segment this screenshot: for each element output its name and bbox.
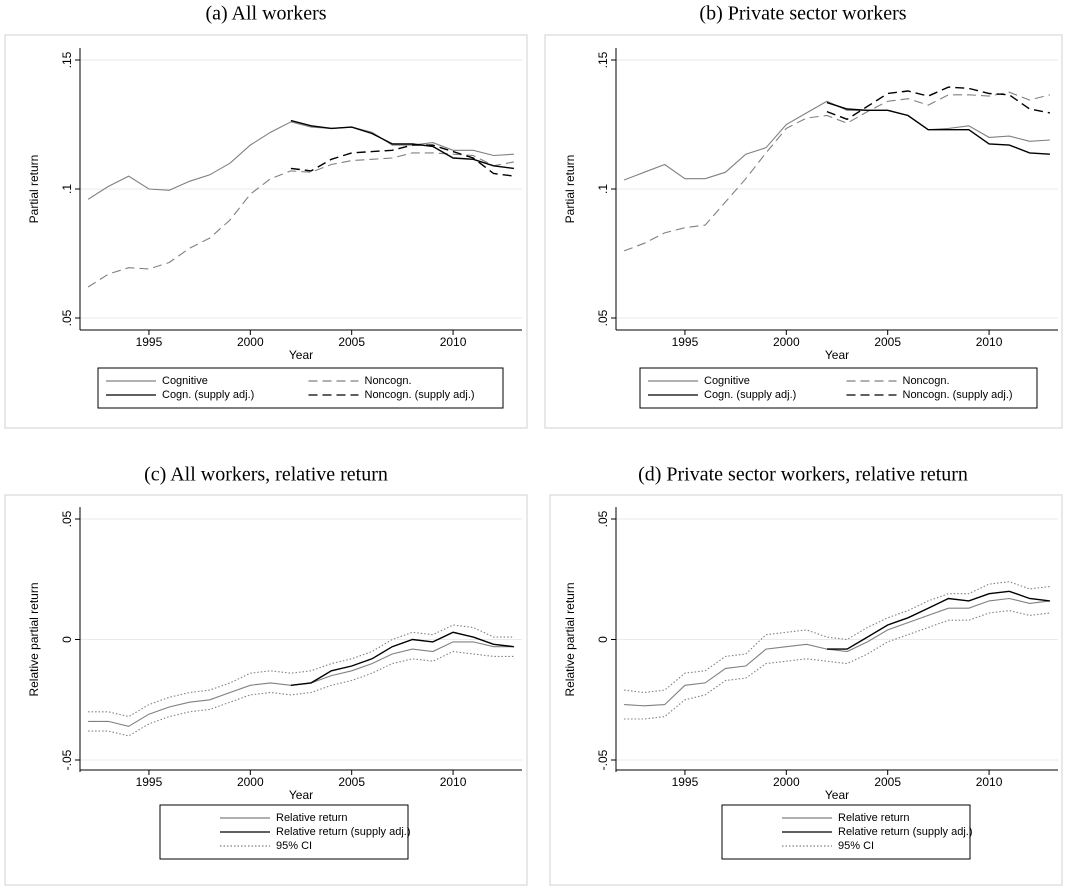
legend-label: Noncogn. [903, 375, 950, 387]
x-tick-label: 1995 [136, 335, 163, 349]
x-tick-label: 2000 [773, 335, 800, 349]
x-tick-label: 2000 [237, 335, 264, 349]
y-tick-label: -.05 [60, 749, 74, 770]
y-tick-label: 0 [596, 636, 610, 643]
y-tick-label: 0 [60, 636, 74, 643]
legend-label: Relative return [838, 812, 910, 824]
legend-box [721, 804, 971, 860]
line-series [88, 650, 514, 737]
y-tick-label: .05 [596, 309, 610, 326]
legend-label: Noncogn. (supply adj.) [365, 389, 475, 401]
x-axis-title: Year [289, 348, 313, 362]
y-tick-label: .1 [596, 184, 610, 194]
y-tick-label: .1 [60, 184, 74, 194]
panel-frame [549, 494, 1063, 886]
legend-label: Noncogn. [365, 375, 412, 387]
legend-box [639, 367, 1038, 409]
legend-label: Cogn. (supply adj.) [162, 389, 254, 401]
legend-label: Cognitive [162, 375, 208, 387]
y-axis-title: Relative partial return [27, 582, 41, 696]
y-axis-title: Partial return [563, 155, 577, 224]
line-series [87, 152, 515, 288]
x-tick-label: 2005 [874, 775, 901, 789]
y-axis-title: Relative partial return [563, 582, 577, 696]
legend-label: Relative return (supply adj.) [838, 826, 973, 838]
x-tick-label: 2005 [874, 335, 901, 349]
legend-label: Cognitive [704, 375, 750, 387]
line-series [290, 631, 514, 686]
x-tick-label: 2005 [338, 775, 365, 789]
line-series [290, 119, 514, 170]
x-tick-label: 2010 [976, 775, 1003, 789]
panel-title: (b) Private sector workers [699, 3, 906, 25]
y-tick-label: .05 [596, 510, 610, 527]
panel-frame [544, 34, 1063, 429]
panel-title: (d) Private sector workers, relative ret… [638, 464, 968, 486]
panel-title: (a) All workers [205, 3, 326, 25]
line-series [624, 610, 1050, 720]
x-axis-title: Year [825, 348, 849, 362]
legend-label: 95% CI [838, 840, 874, 852]
x-axis-title: Year [289, 788, 313, 802]
panel-frame [4, 494, 528, 886]
legend-label: Cogn. (supply adj.) [704, 389, 796, 401]
legend-label: 95% CI [276, 840, 312, 852]
line-series [290, 144, 514, 177]
x-tick-label: 2000 [773, 775, 800, 789]
line-series [88, 624, 514, 718]
line-series [826, 86, 1051, 121]
x-tick-label: 2005 [338, 335, 365, 349]
x-tick-label: 1995 [672, 335, 699, 349]
x-tick-label: 2010 [440, 775, 467, 789]
line-series [826, 101, 1050, 155]
line-series [826, 590, 1050, 650]
y-tick-label: -.05 [596, 749, 610, 770]
y-tick-label: .05 [60, 309, 74, 326]
legend-label: Relative return [276, 812, 348, 824]
legend-box [159, 804, 409, 860]
panel-title: (c) All workers, relative return [144, 464, 388, 486]
x-tick-label: 2000 [237, 775, 264, 789]
legend-label: Relative return (supply adj.) [276, 826, 411, 838]
y-tick-label: .15 [60, 51, 74, 68]
x-tick-label: 2010 [976, 335, 1003, 349]
x-tick-label: 2010 [440, 335, 467, 349]
y-tick-label: .15 [596, 51, 610, 68]
line-series [624, 597, 1050, 707]
y-axis-title: Partial return [27, 155, 41, 224]
x-tick-label: 1995 [136, 775, 163, 789]
x-tick-label: 1995 [672, 775, 699, 789]
legend-label: Noncogn. (supply adj.) [903, 389, 1013, 401]
line-series [623, 100, 1050, 181]
y-tick-label: .05 [60, 510, 74, 527]
line-series [624, 581, 1050, 694]
x-axis-title: Year [825, 788, 849, 802]
line-series [623, 91, 1051, 252]
line-series [87, 121, 514, 200]
panel-frame [4, 34, 528, 429]
legend-box [97, 367, 504, 409]
